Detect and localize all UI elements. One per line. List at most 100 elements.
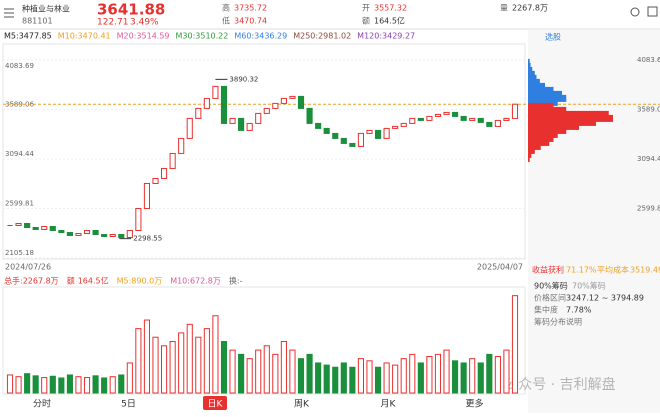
chip-tick-label: 3094.44	[637, 155, 660, 163]
candle	[340, 137, 347, 144]
volume-bar	[503, 349, 510, 394]
chip-bar	[528, 62, 531, 70]
candle	[58, 229, 65, 233]
chip-bar	[528, 90, 562, 98]
candle	[178, 137, 185, 154]
volume-bar	[186, 323, 193, 394]
volume-bar	[75, 376, 82, 394]
candle	[366, 129, 373, 134]
stat-label: 低	[222, 16, 230, 26]
volume-bar	[306, 353, 313, 394]
volume-bar	[511, 295, 519, 394]
candle	[511, 103, 519, 119]
chip-select[interactable]: 选股	[545, 32, 561, 42]
volume-bar	[229, 349, 236, 394]
volume-bar	[272, 353, 279, 394]
volume-bar	[83, 377, 91, 394]
volume-bar	[374, 366, 382, 394]
change-pct: 3.49%	[130, 18, 159, 28]
candle	[255, 112, 262, 124]
stat-value: 164.5亿	[374, 16, 405, 26]
y-tick-label: 2599.81	[5, 199, 34, 207]
candle	[92, 229, 99, 236]
chip-bar	[528, 146, 535, 154]
chip-bar	[528, 66, 533, 74]
date-end: 2025/04/07	[477, 263, 523, 272]
tab[interactable]: 月K	[381, 399, 397, 410]
stat-label: 高	[222, 3, 230, 13]
candle	[392, 125, 399, 129]
cost: 3519.49	[630, 266, 660, 275]
candle	[203, 97, 210, 109]
tab[interactable]: 更多	[465, 398, 483, 410]
chip-bar	[528, 130, 558, 138]
volume-bar	[426, 356, 433, 394]
profit-label: 收益获利	[532, 265, 564, 275]
candle	[306, 107, 313, 124]
price: 3641.88	[97, 1, 165, 19]
y-tick-label: 4083.69	[5, 62, 34, 70]
volume-bar	[6, 374, 14, 394]
volume-bar	[315, 362, 322, 394]
chip-bar	[528, 106, 567, 114]
volume-bar	[32, 375, 39, 394]
volume-legend: M5:890.0万	[117, 277, 163, 286]
search-icon[interactable]	[630, 7, 640, 17]
chip-tab-70[interactable]: 70%筹码	[572, 281, 606, 291]
volume-bar	[263, 345, 270, 394]
volume-bar	[392, 364, 399, 394]
volume-bar	[340, 362, 347, 394]
volume-legend: 164.5亿	[78, 276, 109, 286]
candle	[323, 127, 330, 134]
expand-icon[interactable]	[647, 6, 658, 17]
volume-bar	[49, 375, 56, 394]
volume-bar	[486, 353, 493, 394]
tab[interactable]: 5日	[121, 399, 136, 410]
chip-bar	[528, 114, 613, 122]
chip-help[interactable]: 筹码分布说明	[534, 317, 582, 327]
volume-bar	[66, 374, 73, 394]
volume-bar	[178, 332, 185, 394]
tab[interactable]: 日K	[208, 399, 224, 410]
menu-icon[interactable]	[4, 8, 14, 18]
volume-bar	[101, 377, 108, 394]
ma-legend: M250:2981.02	[293, 32, 351, 41]
volume-legend: 换:-	[229, 276, 243, 286]
chip-bar	[528, 134, 554, 142]
candle	[315, 122, 322, 129]
volume-legend: 总手:2267.8万	[4, 276, 59, 286]
candle	[383, 127, 390, 139]
chip-bar	[528, 78, 540, 86]
volume-bar	[161, 345, 168, 394]
candle	[15, 222, 22, 226]
candle	[152, 177, 159, 184]
chip-tab-90[interactable]: 90%筹码	[534, 281, 568, 291]
ma-legend: M5:3477.85	[4, 32, 52, 41]
volume-bar	[15, 376, 22, 394]
chip-bar	[528, 126, 567, 134]
y-tick-label: 2105.18	[5, 249, 34, 257]
conc-label: 集中度	[534, 305, 558, 315]
chip-bar	[528, 70, 535, 78]
candle	[374, 129, 382, 139]
candle	[263, 107, 270, 114]
tab[interactable]: 分时	[33, 398, 51, 410]
candle	[357, 132, 365, 147]
candle	[272, 102, 279, 109]
volume-bar	[24, 373, 31, 394]
tab[interactable]: 周K	[294, 399, 310, 410]
watermark: 公众号 · 吉利解盘	[504, 376, 615, 393]
volume-bar	[280, 341, 287, 394]
chip-bar	[528, 122, 579, 130]
volume-bar	[118, 374, 125, 394]
chip-tick-label: 4083.69	[637, 56, 660, 64]
range-label: 价格区间	[534, 293, 566, 303]
chip-bar	[528, 98, 558, 106]
volume-bar	[460, 362, 467, 394]
candle	[126, 229, 133, 239]
volume-bar	[332, 366, 339, 394]
low-label: 2298.55	[133, 235, 162, 243]
candle	[503, 117, 510, 121]
chip-bar	[528, 74, 537, 82]
candle	[220, 85, 228, 124]
